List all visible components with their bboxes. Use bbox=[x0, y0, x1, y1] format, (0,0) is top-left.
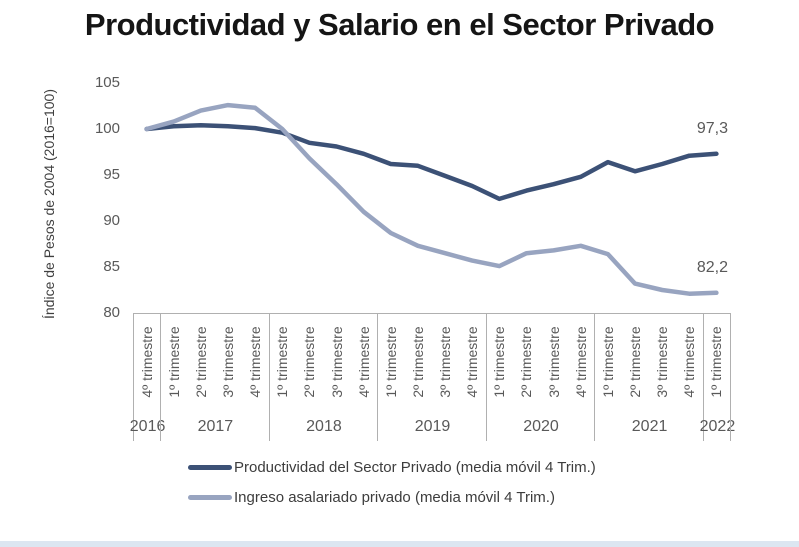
series-end-label-0: 97,3 bbox=[696, 119, 728, 137]
x-tick-label: 1º trimestre bbox=[274, 326, 291, 398]
legend-label: Productividad del Sector Privado (media … bbox=[234, 458, 596, 476]
y-tick-label: 100 bbox=[94, 120, 120, 137]
chart-title: Productividad y Salario en el Sector Pri… bbox=[84, 7, 715, 42]
year-group-cell: 2018 bbox=[268, 313, 379, 441]
x-tick-label: 4º trimestre bbox=[355, 326, 372, 398]
y-tick-label: 90 bbox=[103, 212, 120, 229]
x-tick-label: 4º trimestre bbox=[464, 326, 481, 398]
y-tick-label: 80 bbox=[103, 304, 120, 321]
x-tick-label: 3º trimestre bbox=[654, 326, 671, 398]
year-label: 2020 bbox=[523, 418, 559, 435]
y-tick-label: 85 bbox=[103, 258, 120, 275]
series-line-1 bbox=[144, 102, 719, 296]
x-tick-label: 3º trimestre bbox=[545, 326, 562, 398]
year-group-cell: 2022 bbox=[700, 313, 735, 441]
year-group-cell: 2019 bbox=[377, 313, 487, 441]
x-tick-label: 2º trimestre bbox=[518, 326, 535, 398]
x-tick-label: 4º trimestre bbox=[681, 326, 698, 398]
year-label: 2019 bbox=[414, 418, 451, 435]
legend: Productividad del Sector Privado (media … bbox=[188, 452, 596, 512]
x-tick-label: 4º trimestre bbox=[247, 326, 264, 398]
x-tick-label: 1º trimestre bbox=[491, 326, 508, 398]
x-tick-label: 1º trimestre bbox=[382, 326, 399, 398]
x-tick-label: 2º trimestre bbox=[627, 326, 644, 398]
year-label: 2018 bbox=[306, 418, 342, 435]
x-tick-label: 1º trimestre bbox=[708, 326, 725, 398]
year-group-cell: 2021 bbox=[594, 313, 704, 441]
y-tick-label: 105 bbox=[94, 74, 120, 91]
x-tick-label: 2º trimestre bbox=[301, 326, 318, 398]
y-tick-label: 95 bbox=[103, 166, 120, 183]
legend-item-0: Productividad del Sector Privado (media … bbox=[188, 452, 596, 482]
x-tick-label: 4º trimestre bbox=[138, 326, 155, 398]
series-end-label-1: 82,2 bbox=[696, 258, 728, 276]
x-tick-label: 1º trimestre bbox=[599, 326, 616, 398]
x-tick-label: 2º trimestre bbox=[409, 326, 426, 398]
year-group-cell: 2016 bbox=[130, 313, 165, 441]
legend-item-1: Ingreso asalariado privado (media móvil … bbox=[188, 482, 596, 512]
x-axis-right-border bbox=[730, 313, 731, 441]
series-line-0 bbox=[144, 123, 719, 202]
x-tick-label: 4º trimestre bbox=[572, 326, 589, 398]
year-group-cell: 2017 bbox=[160, 313, 270, 441]
year-label: 2017 bbox=[197, 418, 234, 435]
year-label: 2021 bbox=[631, 418, 668, 435]
year-label: 2016 bbox=[129, 418, 166, 435]
x-tick-label: 3º trimestre bbox=[328, 326, 345, 398]
x-tick-label: 3º trimestre bbox=[219, 326, 236, 398]
legend-line-swatch bbox=[188, 494, 232, 500]
legend-label: Ingreso asalariado privado (media móvil … bbox=[234, 488, 555, 506]
year-label: 2022 bbox=[699, 418, 736, 435]
x-tick-label: 1º trimestre bbox=[165, 326, 182, 398]
x-tick-label: 3º trimestre bbox=[437, 326, 454, 398]
x-axis-line bbox=[133, 313, 731, 314]
x-tick-label: 2º trimestre bbox=[192, 326, 209, 398]
legend-line-swatch bbox=[188, 464, 232, 470]
year-group-cell: 2020 bbox=[485, 313, 596, 441]
bottom-strip bbox=[0, 541, 799, 547]
